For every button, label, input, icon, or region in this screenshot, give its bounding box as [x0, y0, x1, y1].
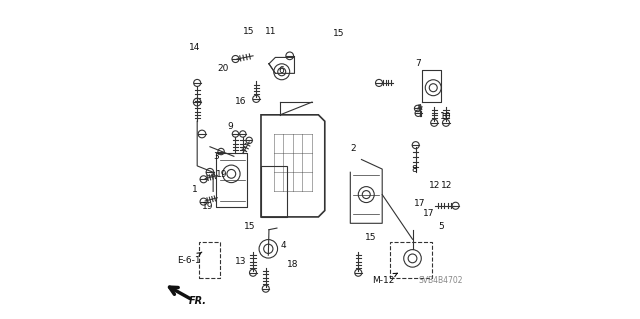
Text: 4: 4 — [280, 241, 286, 250]
Text: 7: 7 — [415, 59, 421, 68]
Text: 6: 6 — [278, 66, 284, 75]
Text: 20: 20 — [217, 64, 228, 73]
Text: 8: 8 — [412, 165, 418, 174]
Text: 9: 9 — [228, 122, 234, 130]
Text: 15: 15 — [365, 233, 377, 242]
Text: FR.: FR. — [189, 296, 207, 307]
Text: 12: 12 — [429, 181, 440, 189]
Text: 19: 19 — [216, 170, 227, 179]
Text: 17: 17 — [422, 209, 434, 218]
Text: 10: 10 — [440, 112, 452, 121]
Text: SVB4B4702: SVB4B4702 — [419, 276, 463, 285]
Text: 13: 13 — [234, 257, 246, 266]
Text: 16: 16 — [235, 97, 246, 106]
Text: 11: 11 — [265, 27, 276, 36]
Text: 15: 15 — [243, 27, 255, 36]
Text: 2: 2 — [351, 144, 356, 153]
Text: 1: 1 — [192, 185, 198, 194]
Text: 3: 3 — [214, 152, 219, 161]
Text: 19: 19 — [202, 202, 214, 211]
Text: 15: 15 — [333, 29, 345, 38]
Text: 14: 14 — [189, 43, 200, 52]
Text: 5: 5 — [438, 222, 444, 231]
Bar — [390, 242, 431, 278]
Text: M-12: M-12 — [372, 273, 397, 285]
Bar — [199, 242, 220, 278]
Text: E-6-1: E-6-1 — [177, 252, 202, 265]
Text: 15: 15 — [244, 222, 255, 231]
Text: 17: 17 — [414, 199, 425, 208]
Text: 18: 18 — [287, 260, 299, 269]
Bar — [261, 166, 287, 217]
Text: 12: 12 — [441, 181, 452, 189]
